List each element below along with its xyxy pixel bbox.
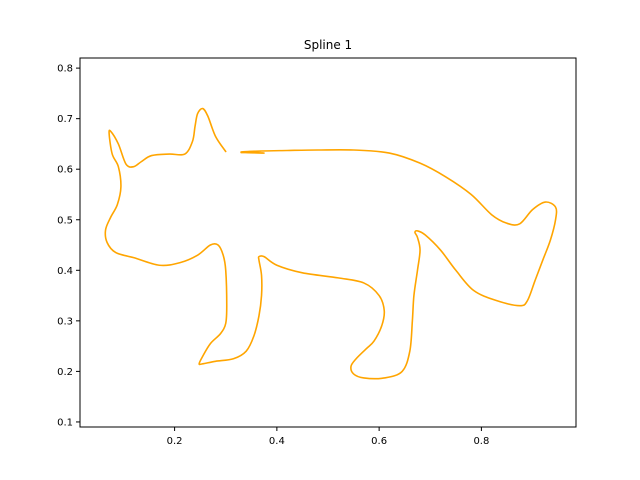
y-tick-label: 0.4 (57, 266, 73, 277)
y-tick-label: 0.6 (57, 165, 73, 176)
axes-frame (79, 57, 577, 428)
x-tick-label: 0.2 (167, 436, 183, 447)
chart-title: Spline 1 (304, 38, 352, 52)
x-tick-label: 0.4 (269, 436, 285, 447)
plot-area (79, 57, 577, 428)
x-tick-label: 0.6 (371, 436, 387, 447)
series-line-1 (104, 107, 558, 380)
y-tick-label: 0.5 (57, 215, 73, 226)
x-tick-label: 0.8 (473, 436, 489, 447)
y-tick-label: 0.3 (57, 316, 73, 327)
y-tick-label: 0.7 (57, 114, 73, 125)
y-tick-label: 0.2 (57, 367, 73, 378)
y-tick-label: 0.8 (57, 64, 73, 75)
y-tick-label: 0.1 (57, 417, 73, 428)
axis-ticks: 0.2 0.4 0.6 0.8 0.1 0.2 0.3 0.4 0.5 0.6 0.7 0.8 (57, 64, 489, 447)
